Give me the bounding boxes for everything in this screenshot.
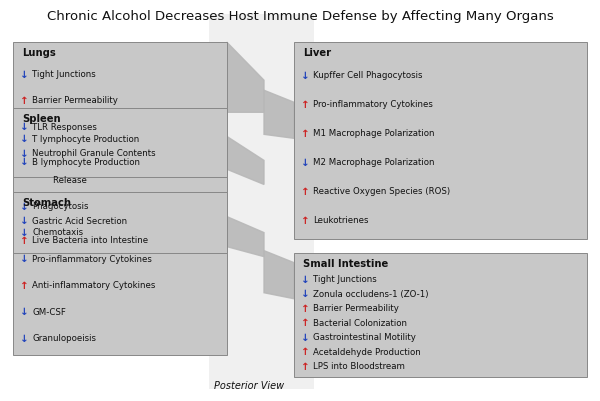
Text: Small Intestine: Small Intestine [303,259,388,269]
Text: Chemotaxis: Chemotaxis [32,229,83,237]
Polygon shape [227,136,264,184]
Text: ↓: ↓ [20,217,29,226]
Polygon shape [264,90,294,138]
Text: ↑: ↑ [301,318,310,328]
Text: ↓: ↓ [20,202,29,211]
Text: Release: Release [42,176,87,184]
Text: ↓: ↓ [20,334,29,344]
Text: ↑: ↑ [20,236,29,245]
Text: ↓: ↓ [20,254,29,264]
Text: ↑: ↑ [20,281,29,291]
Text: Barrier Permeability: Barrier Permeability [313,304,399,313]
Text: Pro-inflammatory Cytokines: Pro-inflammatory Cytokines [313,100,433,109]
Text: Tight Junctions: Tight Junctions [313,275,377,284]
Text: GM-CSF: GM-CSF [32,308,66,316]
FancyBboxPatch shape [294,253,587,377]
Text: ↓: ↓ [20,158,29,167]
Text: ↑: ↑ [20,96,29,106]
Text: ↓: ↓ [20,122,29,132]
Text: ↑: ↑ [301,304,310,314]
Text: Live Bacteria into Intestine: Live Bacteria into Intestine [32,236,149,245]
Text: Stomach: Stomach [22,198,71,209]
Text: ↓: ↓ [301,275,310,285]
Text: ↓: ↓ [20,149,29,159]
Text: M2 Macrophage Polarization: M2 Macrophage Polarization [313,158,434,167]
Text: T lymphocyte Production: T lymphocyte Production [32,135,140,144]
Text: Tight Junctions: Tight Junctions [32,70,96,79]
FancyBboxPatch shape [209,14,314,389]
Text: ↑: ↑ [301,100,310,110]
Text: ↓: ↓ [301,71,310,81]
Text: Barrier Permeability: Barrier Permeability [32,97,118,105]
Text: ↑: ↑ [301,129,310,139]
Text: LPS into Bloodstream: LPS into Bloodstream [313,362,405,371]
FancyBboxPatch shape [13,192,227,253]
Text: ↓: ↓ [301,333,310,342]
Text: ↑: ↑ [301,362,310,371]
Text: Neutrophil Granule Contents: Neutrophil Granule Contents [32,149,156,158]
Text: Posterior View: Posterior View [214,381,284,391]
Text: Pro-inflammatory Cytokines: Pro-inflammatory Cytokines [32,255,152,264]
Text: B lymphocyte Production: B lymphocyte Production [32,158,140,167]
Text: M1 Macrophage Polarization: M1 Macrophage Polarization [313,130,434,138]
Text: ↓: ↓ [301,290,310,299]
Text: Reactive Oxygen Species (ROS): Reactive Oxygen Species (ROS) [313,187,451,196]
Polygon shape [264,251,294,299]
FancyBboxPatch shape [294,42,587,239]
Text: Bacterial Colonization: Bacterial Colonization [313,319,407,328]
Text: Gastrointestinal Motility: Gastrointestinal Motility [313,333,416,342]
Text: Leukotrienes: Leukotrienes [313,217,368,225]
Text: Anti-inflammatory Cytokines: Anti-inflammatory Cytokines [32,281,156,290]
Text: TLR Responses: TLR Responses [32,123,97,132]
Text: ↓: ↓ [20,69,29,79]
Polygon shape [227,217,264,257]
Text: ↓: ↓ [20,228,29,238]
Text: Chronic Alcohol Decreases Host Immune Defense by Affecting Many Organs: Chronic Alcohol Decreases Host Immune De… [47,10,553,23]
Text: Phagocytosis: Phagocytosis [32,202,89,211]
Text: Gastric Acid Secretion: Gastric Acid Secretion [32,217,128,226]
Text: Liver: Liver [303,48,331,58]
Text: ↑: ↑ [301,347,310,357]
Text: Kupffer Cell Phagocytosis: Kupffer Cell Phagocytosis [313,71,422,80]
Text: Acetaldehyde Production: Acetaldehyde Production [313,348,421,356]
FancyBboxPatch shape [13,108,227,177]
Text: ↑: ↑ [301,187,310,197]
Polygon shape [227,42,264,112]
Text: Lungs: Lungs [22,48,56,58]
Text: ↑: ↑ [301,216,310,226]
Text: Granulopoeisis: Granulopoeisis [32,334,97,343]
Text: ↓: ↓ [301,158,310,168]
Text: ↓: ↓ [20,134,29,144]
Text: Spleen: Spleen [22,114,61,124]
Text: ↓: ↓ [20,307,29,317]
Text: Zonula occludens-1 (ZO-1): Zonula occludens-1 (ZO-1) [313,290,428,299]
FancyBboxPatch shape [13,42,227,355]
